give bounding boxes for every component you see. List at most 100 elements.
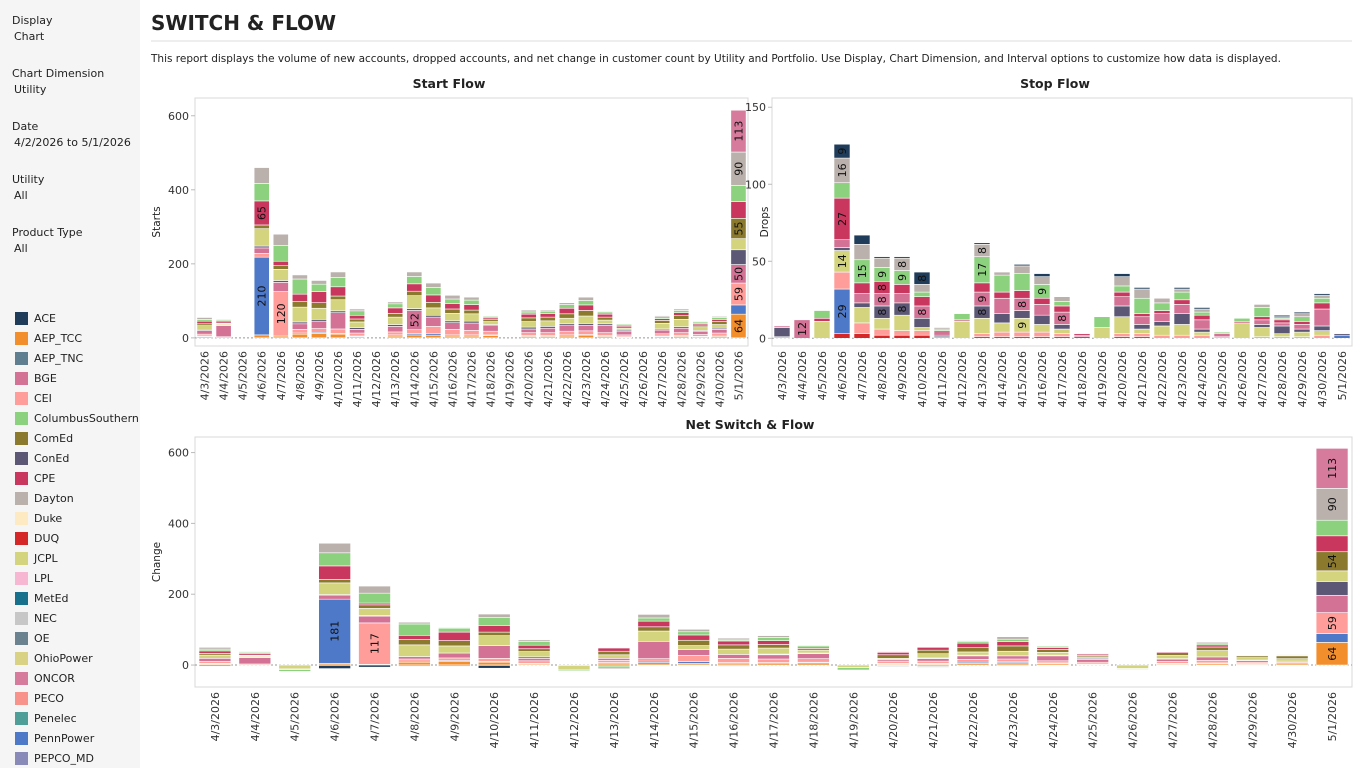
x-tick-label: 4/5/2026 [816,351,829,400]
bar-segment [1013,310,1031,319]
bar-segment [597,324,613,333]
x-tick-label: 4/21/2026 [927,692,940,748]
bar-segment [953,313,971,321]
bar-segment [387,331,404,336]
bar-segment [730,304,747,315]
x-tick-label: 4/6/2026 [836,351,849,400]
bar-segment [913,330,931,336]
filter-label: Utility [12,173,45,186]
x-tick-label: 4/9/2026 [448,692,461,741]
bar-segment [330,277,346,288]
bar-segment [797,645,830,648]
value-label: 113 [1326,458,1339,479]
bar-segment [833,182,851,199]
bar-segment [757,644,790,649]
bar-segment [1275,658,1309,662]
legend-label: ColumbusSouthern [34,412,139,425]
bar-segment [1013,264,1031,267]
bar-segment [291,329,308,334]
bar-segment [673,327,690,333]
bar-segment [272,233,289,246]
bar-segment [673,310,690,313]
bar-segment [677,655,710,662]
bar-segment [318,542,351,554]
bar-segment [196,330,213,335]
value-label: 117 [369,633,382,654]
bar-segment [1036,664,1070,666]
bar-segment [311,283,327,292]
bar-segment [1053,328,1071,334]
bar-segment [398,644,431,657]
bar-segment [597,658,631,661]
bar-segment [757,658,790,663]
value-label: 52 [408,313,421,327]
bar-segment [956,651,990,656]
bar-segment [1076,659,1109,663]
bar-segment [349,332,366,337]
bar-segment [517,641,551,646]
bar-segment [1133,313,1151,318]
x-tick-label: 4/19/2026 [1096,351,1109,407]
bar-segment [837,667,870,671]
bar-segment [330,271,346,278]
bar-segment [444,308,461,314]
bar-segment [1293,324,1311,330]
bar-segment [996,662,1030,666]
bar-segment [358,615,391,624]
filter: Display Chart [12,14,53,43]
bar-segment [913,284,931,293]
legend-label: Duke [34,512,62,525]
bar-segment [358,585,391,594]
value-label: 120 [275,303,288,324]
x-tick-label: 4/26/2026 [1127,692,1140,748]
bar-segment [1173,288,1191,293]
bar-segment [717,644,750,650]
x-tick-label: 4/6/2026 [256,351,269,400]
bar-segment [893,314,911,331]
bar-segment [1116,668,1149,670]
legend-swatch [15,432,28,445]
bar-segment [520,311,537,315]
bar-segment [577,315,594,324]
bar-segment [215,319,232,321]
filter-value: All [14,189,28,202]
bar-segment [558,330,575,336]
value-label: 9 [1036,288,1049,295]
value-label: 8 [876,296,889,303]
bar-segment [272,260,289,266]
bar-segment [1315,535,1349,553]
filter: Utility All [12,173,44,202]
bar-segment [711,321,728,325]
bar-segment [272,269,289,281]
bar-segment [1013,290,1031,299]
value-label: 8 [916,275,929,282]
value-label: 8 [976,309,989,316]
x-tick-label: 4/9/2026 [313,351,326,400]
bar-segment [425,302,442,309]
bar-segment [438,631,471,641]
x-tick-label: 4/17/2026 [1056,351,1069,407]
bar-segment [520,309,537,313]
bar-segment [873,328,891,336]
legend-swatch [15,672,28,685]
bar-segment [833,271,851,290]
bar-segment [853,307,871,324]
bar-segment [318,598,351,664]
filter: Chart Dimension Utility [12,67,104,96]
bar-segment [876,660,910,664]
description: This report displays the volume of new a… [150,53,1281,65]
x-tick-label: 4/21/2026 [1136,351,1149,407]
bar-segment [477,635,511,646]
legend-label: ACE [34,312,56,325]
bar-segment [477,631,511,636]
bar-segment [773,327,791,338]
x-tick-label: 4/28/2026 [1276,351,1289,407]
bar-segment [358,592,391,604]
legend-swatch [15,532,28,545]
bar-segment [272,282,289,292]
legend-swatch [15,752,28,765]
x-tick-label: 4/17/2026 [466,351,479,407]
bar-segment [425,335,442,339]
bar-segment [677,664,710,666]
y-tick-label: 0 [182,659,189,672]
